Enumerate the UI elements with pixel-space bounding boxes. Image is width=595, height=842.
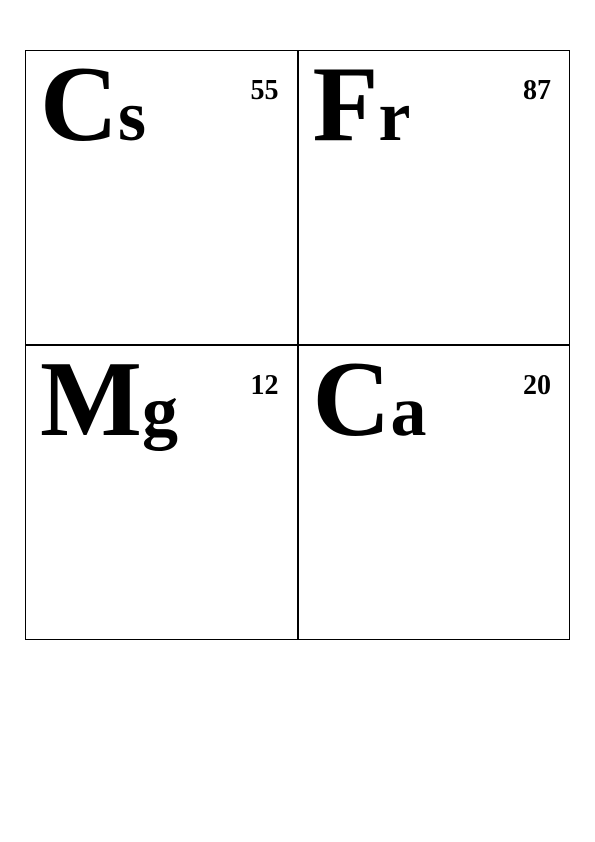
element-symbol: Ca bbox=[313, 346, 427, 454]
element-cell: Mg 12 bbox=[25, 345, 298, 640]
element-cell: Fr 87 bbox=[298, 50, 571, 345]
atomic-number: 12 bbox=[251, 370, 279, 402]
element-symbol: Mg bbox=[40, 346, 178, 454]
symbol-rest: g bbox=[142, 371, 178, 451]
symbol-first-letter: M bbox=[40, 340, 142, 459]
element-cell: Ca 20 bbox=[298, 345, 571, 640]
element-symbol: Cs bbox=[40, 51, 146, 159]
symbol-rest: s bbox=[118, 76, 146, 156]
symbol-first-letter: C bbox=[313, 340, 391, 459]
symbol-rest: r bbox=[378, 76, 410, 156]
atomic-number: 87 bbox=[523, 75, 551, 107]
element-grid: Cs 55 Fr 87 Mg 12 Ca 20 bbox=[25, 50, 570, 640]
element-symbol: Fr bbox=[313, 51, 411, 159]
symbol-first-letter: F bbox=[313, 45, 379, 164]
element-cell: Cs 55 bbox=[25, 50, 298, 345]
atomic-number: 55 bbox=[251, 75, 279, 107]
symbol-rest: a bbox=[391, 371, 427, 451]
symbol-first-letter: C bbox=[40, 45, 118, 164]
atomic-number: 20 bbox=[523, 370, 551, 402]
